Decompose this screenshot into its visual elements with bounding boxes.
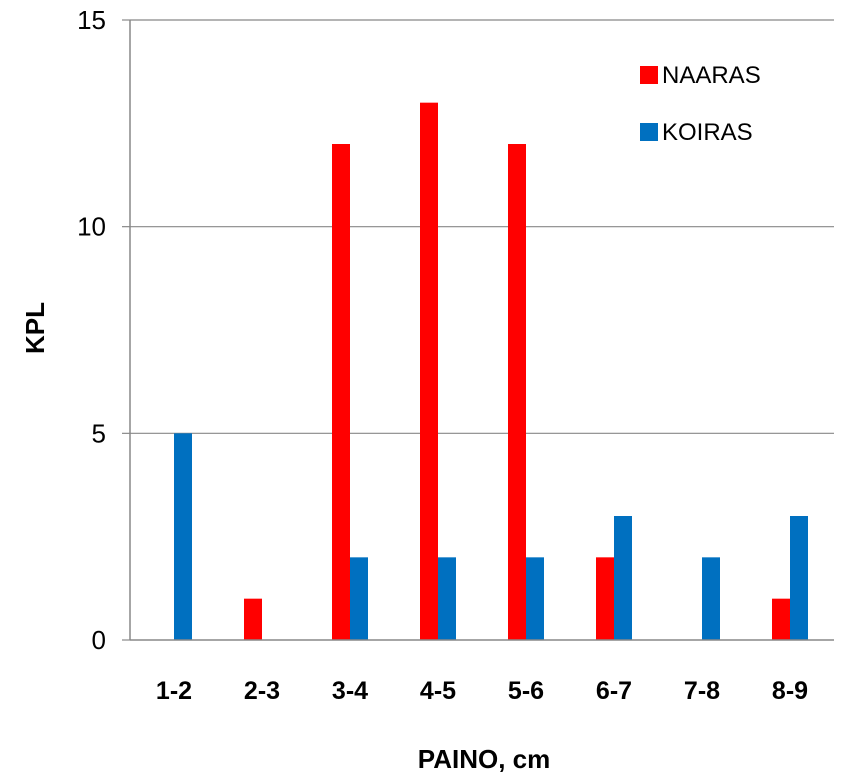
x-tick-label: 3-4 — [332, 677, 368, 705]
bar-koiras-5-6 — [526, 557, 544, 640]
legend: NAARAS KOIRAS — [640, 62, 761, 146]
bar-naaras-5-6 — [508, 144, 526, 640]
bar-koiras-6-7 — [614, 516, 632, 640]
x-tick-labels: 1-2 2-3 3-4 4-5 5-6 6-7 7-8 8-9 — [156, 677, 808, 705]
bar-koiras-8-9 — [790, 516, 808, 640]
bar-naaras-3-4 — [332, 144, 350, 640]
y-axis-title: KPL — [20, 302, 50, 354]
y-tick-label: 5 — [92, 418, 106, 448]
bar-koiras-7-8 — [702, 557, 720, 640]
x-axis-title: PAINO, cm — [418, 744, 550, 774]
grid-lines — [130, 19, 834, 434]
y-tick-label: 0 — [92, 625, 106, 655]
y-tick-labels: 0 5 10 15 — [77, 5, 130, 655]
x-tick-label: 7-8 — [684, 677, 720, 705]
x-tick-label: 4-5 — [420, 677, 456, 705]
bar-koiras-1-2 — [174, 433, 192, 640]
legend-label-naaras: NAARAS — [662, 62, 761, 89]
bar-naaras-4-5 — [420, 102, 438, 640]
y-tick-label: 10 — [77, 212, 106, 242]
y-tick-label: 15 — [77, 5, 106, 35]
bar-naaras-2-3 — [244, 598, 262, 640]
bar-koiras-4-5 — [438, 557, 456, 640]
x-tick-label: 1-2 — [156, 677, 192, 705]
bars — [174, 102, 808, 640]
x-tick-label: 5-6 — [508, 677, 544, 705]
bar-naaras-6-7 — [596, 557, 614, 640]
legend-swatch-naaras — [640, 66, 658, 84]
bar-naaras-8-9 — [772, 598, 790, 640]
legend-swatch-koiras — [640, 123, 658, 141]
x-tick-label: 2-3 — [244, 677, 280, 705]
x-tick-label: 6-7 — [596, 677, 632, 705]
x-tick-label: 8-9 — [772, 677, 808, 705]
legend-label-koiras: KOIRAS — [662, 119, 753, 146]
bar-koiras-3-4 — [350, 557, 368, 640]
